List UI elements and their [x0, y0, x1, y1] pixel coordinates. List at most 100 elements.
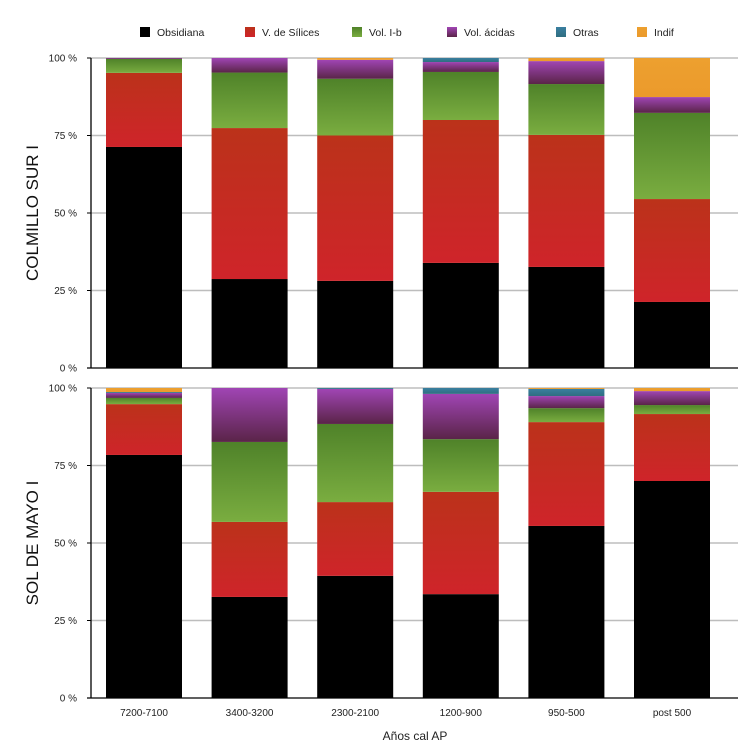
bar-segment-otras: [106, 392, 182, 393]
x-tick-label: 1200-900: [440, 708, 483, 719]
bar-segment-vol-acidas: [634, 97, 710, 113]
bar-segment-vol-acidas: [422, 393, 499, 440]
bar-segment-indif: [528, 58, 605, 62]
bar-segment-vol-acidas: [422, 62, 499, 72]
y-tick-label: 0 %: [60, 694, 77, 705]
bar-segment-v-de-silices: [634, 414, 710, 481]
bar-segment-obsidiana: [106, 146, 182, 368]
bar-segment-otras: [317, 388, 394, 389]
y-tick-label: 25 %: [54, 286, 77, 297]
legend-swatch-obsidiana: [140, 27, 150, 37]
bar-segment-vol-i-b: [106, 397, 182, 405]
bar-stack-950-500: [528, 388, 605, 698]
bar-segment-v-de-silices: [317, 502, 394, 576]
bar-segment-indif: [634, 388, 710, 392]
legend: Obsidiana V. de Sílices Vol. I-b Vol. ácida…: [140, 27, 674, 39]
legend-label-indif: Indif: [654, 27, 674, 39]
bar-segment-vol-i-b: [634, 112, 710, 200]
bar-segment-v-de-silices: [422, 120, 499, 263]
x-axis-title: Años cal AP: [383, 729, 448, 743]
y-tick-label: 50 %: [54, 539, 77, 550]
legend-label-v-de-silices: V. de Sílices: [262, 27, 319, 39]
bar-segment-obsidiana: [317, 280, 394, 368]
bar-segment-vol-acidas: [106, 392, 182, 398]
legend-swatch-vol-acidas: [447, 27, 457, 37]
bar-segment-vol-acidas: [211, 388, 288, 442]
x-tick-label: 950-500: [548, 708, 585, 719]
bar-stack-2300-2100: [317, 388, 394, 698]
bar-segment-v-de-silices: [634, 199, 710, 302]
legend-item-obsidiana: Obsidiana: [140, 27, 204, 39]
legend-swatch-indif: [637, 27, 647, 37]
panel-sol-de-mayo-i: 0 % 25 % 50 % 75 % 100 % SOL DE MAYO I: [23, 384, 738, 705]
bar-segment-vol-acidas: [106, 58, 182, 59]
bar-stack-post-500: [634, 58, 710, 368]
bar-stack-1200-900: [422, 58, 499, 368]
bar-segment-otras: [422, 388, 499, 394]
panel-colmillo-sur-i: 0 % 25 % 50 % 75 % 100 % COLMILLO SUR I: [23, 54, 738, 375]
bar-stack-950-500: [528, 58, 605, 368]
bar-segment-vol-acidas: [317, 59, 394, 79]
legend-item-vol-acidas: Vol. ácidas: [447, 27, 515, 39]
legend-swatch-v-de-silices: [245, 27, 255, 37]
legend-label-vol-i-b: Vol. I-b: [369, 27, 402, 39]
bar-segment-vol-i-b: [528, 84, 605, 135]
panel-title: SOL DE MAYO I: [23, 481, 42, 606]
bar-segment-obsidiana: [634, 301, 710, 368]
legend-swatch-vol-i-b: [352, 27, 362, 37]
bar-stack-1200-900: [422, 388, 499, 698]
x-tick-label: 2300-2100: [331, 708, 379, 719]
bar-segment-indif: [634, 58, 710, 98]
legend-label-obsidiana: Obsidiana: [157, 27, 204, 39]
bar-segment-indif: [317, 58, 394, 60]
bar-segment-vol-i-b: [422, 439, 499, 492]
bar-segment-vol-i-b: [211, 72, 288, 129]
bar-segment-obsidiana: [317, 575, 394, 698]
panel-title: COLMILLO SUR I: [23, 145, 42, 281]
bar-stack-2300-2100: [317, 58, 394, 368]
bar-segment-v-de-silices: [106, 404, 182, 455]
legend-item-v-de-silices: V. de Sílices: [245, 27, 319, 39]
bar-segment-vol-acidas: [634, 391, 710, 406]
bar-segment-vol-acidas: [211, 58, 288, 73]
bar-segment-otras: [422, 58, 499, 63]
bar-segment-vol-acidas: [528, 396, 605, 409]
bar-segment-obsidiana: [106, 454, 182, 698]
bar-segment-vol-i-b: [634, 405, 710, 415]
bar-segment-v-de-silices: [317, 135, 394, 281]
legend-swatch-otras: [556, 27, 566, 37]
x-tick-label: 7200-7100: [120, 708, 168, 719]
bar-segment-indif: [528, 388, 605, 389]
bar-segment-otras: [528, 388, 605, 397]
y-tick-label: 100 %: [49, 384, 77, 395]
bar-segment-obsidiana: [211, 279, 288, 368]
bar-segment-vol-i-b: [106, 58, 182, 73]
bar-segment-obsidiana: [528, 525, 605, 698]
legend-item-vol-i-b: Vol. I-b: [352, 27, 402, 39]
bar-segment-v-de-silices: [106, 72, 182, 147]
bar-stack-7200-7100: [106, 388, 182, 698]
bar-segment-obsidiana: [422, 594, 499, 698]
panels: 0 % 25 % 50 % 75 % 100 % COLMILLO SUR I 0 % 25 …: [23, 54, 738, 719]
x-tick-label: post 500: [653, 708, 692, 719]
bar-segment-vol-acidas: [317, 388, 394, 424]
y-tick-label: 25 %: [54, 616, 77, 627]
x-tick-label: 3400-3200: [226, 708, 274, 719]
bar-segment-vol-i-b: [211, 441, 288, 522]
legend-item-otras: Otras: [556, 27, 599, 39]
y-tick-label: 0 %: [60, 364, 77, 375]
bar-stack-post-500: [634, 388, 710, 698]
y-tick-label: 75 %: [54, 461, 77, 472]
bar-stack-3400-3200: [211, 58, 288, 368]
bar-segment-v-de-silices: [422, 491, 499, 595]
legend-label-otras: Otras: [573, 27, 599, 39]
bar-stack-3400-3200: [211, 388, 288, 698]
legend-item-indif: Indif: [637, 27, 674, 39]
legend-label-vol-acidas: Vol. ácidas: [464, 27, 515, 39]
bar-segment-obsidiana: [634, 481, 710, 698]
y-tick-label: 75 %: [54, 131, 77, 142]
bar-segment-indif: [106, 388, 182, 393]
y-tick-label: 50 %: [54, 209, 77, 220]
bar-segment-vol-i-b: [317, 78, 394, 136]
bar-segment-v-de-silices: [528, 134, 605, 267]
